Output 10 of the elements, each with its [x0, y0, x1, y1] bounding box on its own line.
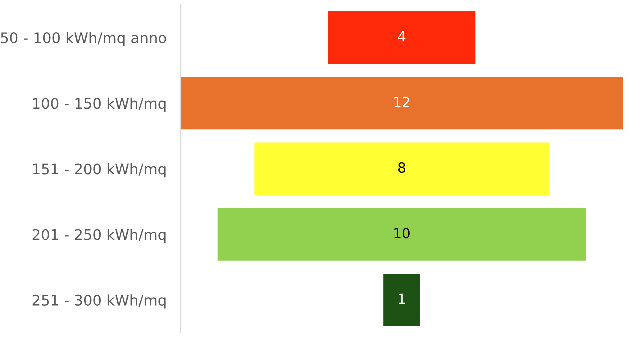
- data-label: 10: [394, 228, 410, 239]
- category-label: 50 - 100 kWh/mq anno: [1, 32, 166, 46]
- data-label: 8: [398, 162, 406, 174]
- category-label: 251 - 300 kWh/mq: [32, 294, 166, 309]
- data-label: 12: [394, 96, 410, 108]
- category-label: 201 - 250 kWh/mq: [32, 229, 166, 244]
- data-label: 1: [399, 294, 406, 304]
- category-label: 151 - 200 kWh/mq: [33, 163, 166, 178]
- data-label: 4: [398, 32, 406, 42]
- category-label: 100 - 150 kWh/mq: [33, 98, 166, 112]
